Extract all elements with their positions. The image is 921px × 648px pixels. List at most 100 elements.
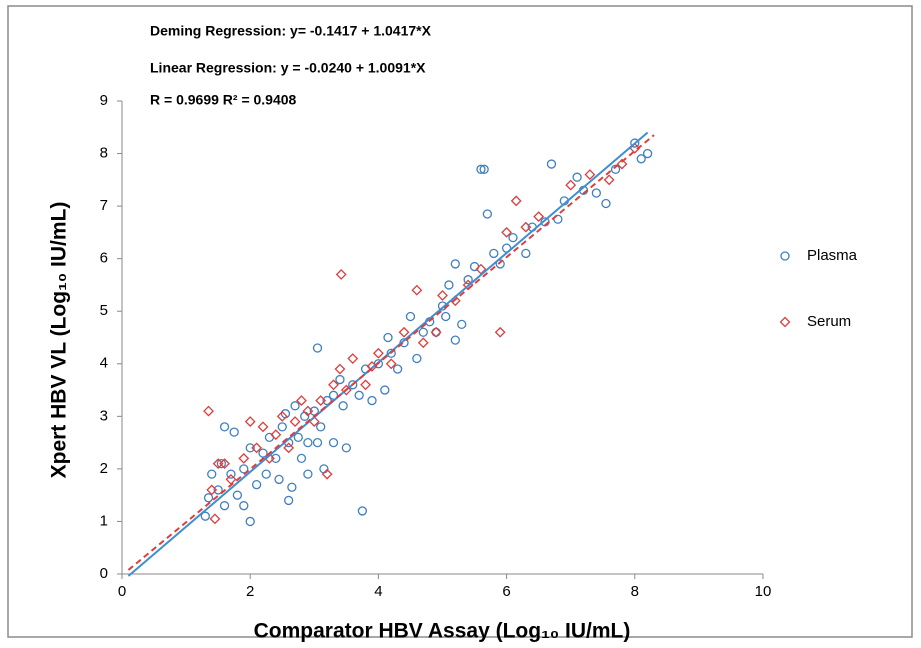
point xyxy=(584,169,596,180)
point xyxy=(274,474,284,485)
legend-marker xyxy=(780,251,790,261)
point xyxy=(636,154,646,164)
y-tick-label: 9 xyxy=(100,92,108,109)
point xyxy=(457,319,467,330)
point xyxy=(315,395,327,406)
point xyxy=(219,501,230,511)
point xyxy=(338,401,348,411)
point xyxy=(226,469,236,479)
x-tick-label: 0 xyxy=(118,583,126,600)
point xyxy=(405,311,416,322)
annotation: Linear Regression: y = -0.0240 + 1.0091*… xyxy=(150,60,426,76)
point xyxy=(203,493,214,503)
point xyxy=(386,348,396,358)
point xyxy=(239,464,249,474)
y-tick-label: 0 xyxy=(100,565,108,582)
y-tick-label: 4 xyxy=(100,355,108,372)
point xyxy=(360,379,371,391)
point xyxy=(334,363,346,375)
point xyxy=(591,188,601,198)
y-tick-label: 8 xyxy=(100,145,108,162)
point xyxy=(348,380,358,390)
point xyxy=(546,159,557,169)
point xyxy=(444,280,454,290)
point xyxy=(616,158,628,170)
legend-label: Plasma xyxy=(807,247,858,264)
y-tick-label: 1 xyxy=(100,512,108,529)
point xyxy=(303,469,313,479)
point xyxy=(296,395,307,406)
point xyxy=(258,448,268,458)
point xyxy=(565,179,577,191)
point xyxy=(321,468,333,480)
x-tick-label: 6 xyxy=(502,583,510,600)
x-tick-label: 10 xyxy=(755,583,772,600)
point xyxy=(283,442,295,454)
point xyxy=(328,437,339,448)
point xyxy=(367,395,377,406)
point xyxy=(245,516,255,527)
point xyxy=(357,506,368,516)
point xyxy=(303,437,313,448)
point xyxy=(335,269,347,280)
point xyxy=(341,443,352,453)
x-tick-label: 2 xyxy=(246,583,254,600)
point xyxy=(312,343,323,353)
point xyxy=(284,495,294,506)
point xyxy=(287,482,297,492)
point xyxy=(328,379,339,391)
point xyxy=(603,174,615,186)
point xyxy=(508,232,518,243)
point xyxy=(270,429,282,441)
point xyxy=(354,390,364,400)
x-tick-label: 4 xyxy=(374,583,382,600)
point xyxy=(251,442,263,454)
point xyxy=(501,226,513,238)
point xyxy=(411,284,423,296)
point xyxy=(533,211,545,223)
point xyxy=(437,290,448,301)
point xyxy=(232,490,243,500)
point xyxy=(398,326,410,338)
point xyxy=(494,326,506,338)
chart-border xyxy=(7,5,913,638)
y-axis-label: Xpert HBV VL (Log₁₀ IU/mL) xyxy=(48,202,71,479)
point xyxy=(335,374,345,385)
point xyxy=(239,501,249,511)
y-tick-label: 7 xyxy=(100,197,108,214)
x-tick-label: 8 xyxy=(631,583,639,600)
y-tick-label: 3 xyxy=(100,407,108,424)
point xyxy=(216,458,227,469)
legend-marker xyxy=(779,316,791,328)
point xyxy=(463,275,473,285)
point xyxy=(372,347,384,359)
point xyxy=(229,427,239,437)
point xyxy=(392,364,403,374)
point xyxy=(276,410,288,422)
point xyxy=(430,326,442,338)
point xyxy=(219,458,230,470)
point xyxy=(476,164,486,174)
point xyxy=(412,353,422,364)
point xyxy=(418,327,428,337)
point xyxy=(417,337,429,349)
point xyxy=(219,422,230,432)
point xyxy=(450,335,460,345)
point xyxy=(601,198,611,209)
point xyxy=(261,469,271,479)
point xyxy=(238,452,250,464)
point xyxy=(296,453,307,464)
point xyxy=(347,353,359,364)
fit-line xyxy=(127,131,649,577)
point xyxy=(293,432,303,443)
point xyxy=(489,248,499,259)
point xyxy=(200,511,210,521)
y-tick-label: 2 xyxy=(100,460,108,477)
annotation: Deming Regression: y= -0.1417 + 1.0417*X xyxy=(150,23,432,39)
point xyxy=(642,148,653,159)
point xyxy=(271,453,281,464)
point xyxy=(328,390,339,400)
point xyxy=(257,421,269,433)
point xyxy=(495,259,505,269)
point xyxy=(203,405,214,417)
